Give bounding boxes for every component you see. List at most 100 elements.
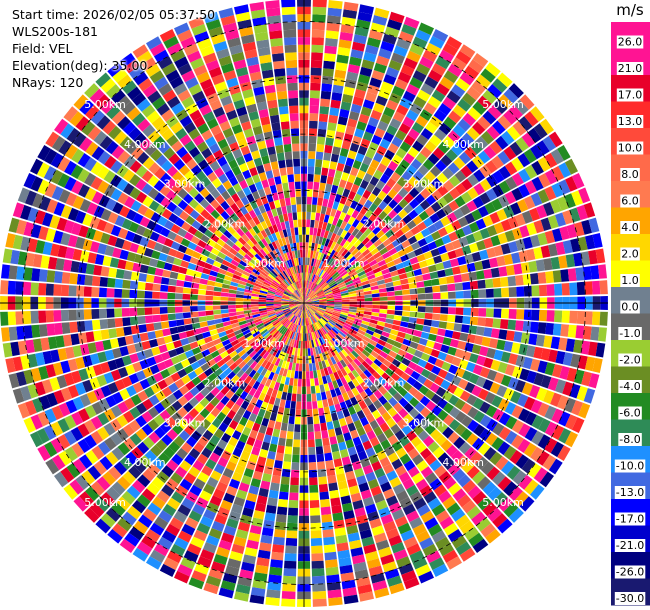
velocity-cell: [349, 306, 357, 310]
velocity-cell: [226, 186, 237, 197]
velocity-cell: [432, 29, 449, 43]
velocity-cell: [353, 279, 362, 286]
velocity-cell: [166, 459, 179, 472]
velocity-cell: [331, 337, 339, 346]
velocity-cell: [347, 313, 356, 318]
velocity-cell: [358, 482, 370, 493]
velocity-cell: [580, 340, 591, 355]
velocity-cell: [171, 400, 183, 412]
velocity-cell: [448, 482, 462, 496]
velocity-cell: [39, 395, 51, 410]
velocity-cell: [398, 387, 408, 397]
velocity-cell: [171, 183, 183, 194]
velocity-cell: [281, 296, 290, 300]
velocity-cell: [407, 448, 420, 460]
velocity-cell: [135, 165, 148, 178]
velocity-cell: [198, 254, 208, 262]
velocity-cell: [350, 340, 359, 348]
velocity-cell: [337, 281, 346, 287]
velocity-cell: [2, 342, 13, 358]
velocity-cell: [293, 324, 298, 333]
velocity-cell: [36, 162, 50, 178]
range-ring-label: 5.00km: [482, 98, 524, 111]
velocity-cell: [271, 364, 278, 374]
velocity-cell: [304, 303, 312, 306]
velocity-cell: [197, 471, 210, 483]
velocity-cell: [343, 347, 351, 355]
velocity-cell: [557, 395, 569, 410]
velocity-cell: [301, 325, 304, 334]
velocity-cell: [194, 352, 204, 361]
velocity-cell: [506, 465, 521, 480]
velocity-cell: [425, 183, 437, 194]
velocity-cell: [261, 441, 270, 451]
velocity-cell: [435, 335, 445, 344]
velocity-cell: [282, 368, 288, 377]
velocity-cell: [381, 346, 391, 355]
velocity-cell: [209, 452, 221, 463]
velocity-cell: [376, 539, 390, 551]
velocity-cell: [78, 262, 88, 274]
velocity-cell: [130, 325, 140, 335]
velocity-cell: [385, 282, 394, 288]
velocity-cell: [273, 321, 281, 328]
velocity-cell: [328, 268, 336, 276]
velocity-cell: [327, 168, 336, 178]
velocity-cell: [92, 364, 104, 376]
velocity-cell: [162, 328, 171, 337]
velocity-cell: [99, 456, 113, 471]
velocity-cell: [328, 280, 336, 286]
velocity-cell: [595, 342, 606, 358]
velocity-cell: [350, 49, 364, 59]
velocity-cell: [165, 189, 177, 201]
velocity-cell: [112, 68, 128, 83]
velocity-cell: [137, 204, 149, 216]
velocity-cell: [540, 217, 552, 231]
velocity-cell: [309, 340, 313, 349]
velocity-cell: [296, 300, 304, 303]
velocity-cell: [330, 317, 338, 323]
velocity-cell: [359, 66, 373, 77]
velocity-cell: [358, 341, 367, 350]
velocity-cell: [40, 337, 50, 351]
velocity-cell: [420, 331, 430, 340]
velocity-cell: [373, 426, 383, 437]
velocity-cell: [358, 256, 367, 265]
velocity-cell: [278, 491, 289, 500]
velocity-cell: [261, 238, 269, 247]
velocity-cell: [197, 239, 207, 249]
velocity-cell: [292, 385, 298, 394]
velocity-cell: [104, 349, 115, 361]
velocity-cell: [202, 267, 211, 275]
velocity-cell: [307, 257, 310, 266]
velocity-cell: [388, 363, 398, 373]
velocity-cell: [159, 307, 168, 314]
velocity-cell: [311, 301, 320, 303]
velocity-cell: [412, 380, 423, 391]
velocity-cell: [446, 502, 461, 516]
velocity-cell: [131, 112, 146, 127]
velocity-cell: [212, 296, 221, 301]
velocity-cell: [163, 262, 173, 271]
velocity-cell: [158, 252, 168, 262]
velocity-cell: [454, 423, 467, 436]
velocity-cell: [272, 544, 285, 553]
velocity-cell: [252, 372, 261, 381]
velocity-cell: [427, 153, 440, 165]
velocity-cell: [514, 99, 529, 115]
velocity-cell: [251, 311, 260, 316]
velocity-cell: [328, 597, 343, 606]
velocity-cell: [455, 291, 464, 299]
velocity-cell: [119, 249, 129, 260]
velocity-cell: [199, 278, 208, 285]
velocity-cell: [379, 247, 389, 256]
velocity-cell: [123, 270, 132, 280]
velocity-cell: [264, 84, 276, 94]
velocity-cell: [58, 189, 71, 204]
velocity-cell: [483, 357, 494, 369]
velocity-cell: [542, 135, 557, 152]
velocity-cell: [339, 487, 350, 498]
velocity-cell: [289, 314, 295, 321]
velocity-cell: [243, 310, 252, 314]
velocity-cell: [182, 344, 192, 353]
